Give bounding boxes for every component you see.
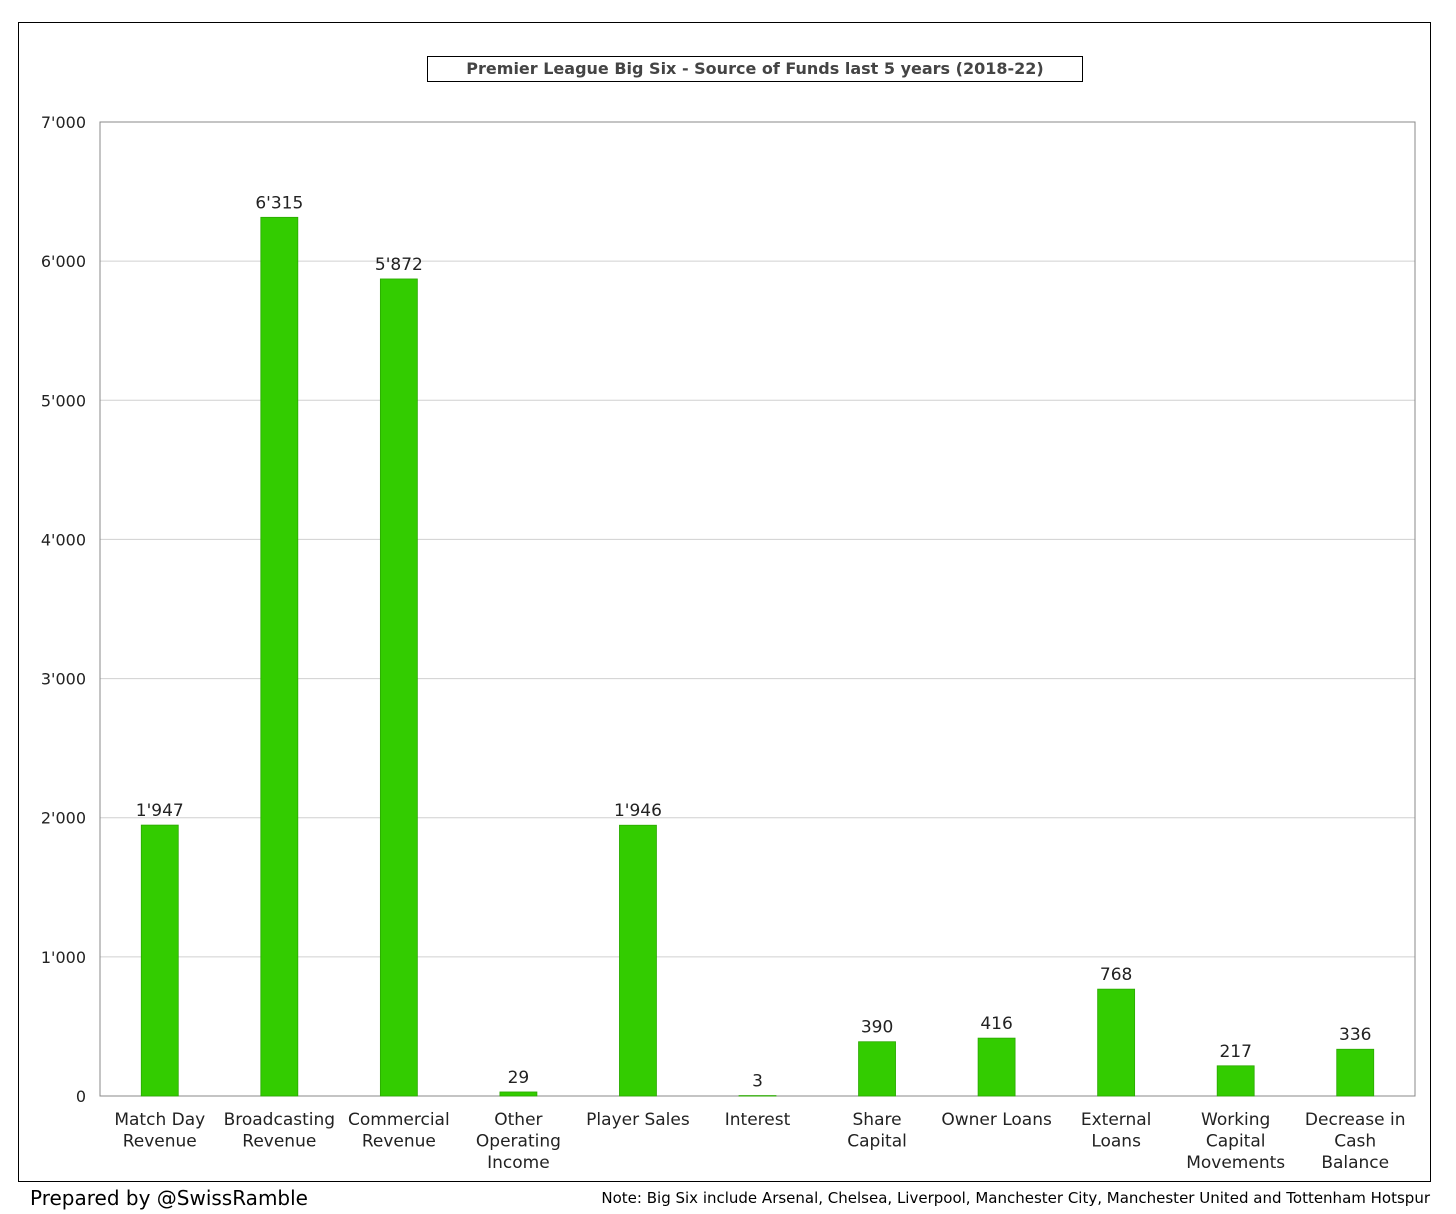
chart-title: Premier League Big Six - Source of Funds… bbox=[427, 56, 1083, 82]
bar bbox=[1216, 1065, 1255, 1097]
bars bbox=[140, 216, 1375, 1097]
data-label: 6'315 bbox=[255, 193, 303, 213]
y-axis: 0 1'000 2'000 3'000 4'000 5'000 6'000 7'000 bbox=[41, 113, 86, 1106]
data-label: 29 bbox=[508, 1068, 530, 1088]
data-label: 416 bbox=[980, 1014, 1012, 1034]
data-label: 390 bbox=[861, 1018, 893, 1038]
gridlines bbox=[100, 260, 1415, 958]
x-tick-label: Working Capital Movements bbox=[1186, 1110, 1285, 1173]
y-tick-label: 5'000 bbox=[41, 391, 86, 410]
data-label: 5'872 bbox=[375, 255, 423, 275]
bar bbox=[858, 1041, 896, 1097]
bar bbox=[1336, 1048, 1375, 1097]
y-tick-label: 0 bbox=[76, 1087, 86, 1106]
bar bbox=[977, 1037, 1016, 1097]
x-tick-label: Share Capital bbox=[847, 1110, 907, 1152]
x-tick-label: Broadcasting Revenue bbox=[224, 1110, 335, 1152]
data-label: 336 bbox=[1339, 1025, 1371, 1045]
data-label: 217 bbox=[1219, 1042, 1251, 1062]
y-tick-label: 7'000 bbox=[41, 113, 86, 132]
data-label: 1'947 bbox=[136, 801, 184, 821]
x-tick-label: Player Sales bbox=[586, 1110, 690, 1130]
x-tick-label: Owner Loans bbox=[941, 1110, 1052, 1130]
y-tick-label: 3'000 bbox=[41, 670, 86, 689]
x-axis: Match Day Revenue Broadcasting Revenue Comme… bbox=[114, 1110, 1405, 1173]
x-tick-label: Match Day Revenue bbox=[114, 1110, 205, 1152]
data-label: 1'946 bbox=[614, 801, 662, 821]
bar bbox=[260, 216, 299, 1097]
bar bbox=[140, 824, 179, 1097]
data-label: 3 bbox=[752, 1072, 763, 1092]
footer-note: Note: Big Six include Arsenal, Chelsea, … bbox=[601, 1189, 1430, 1207]
y-tick-label: 6'000 bbox=[41, 252, 86, 271]
x-tick-label: Commercial Revenue bbox=[348, 1110, 450, 1152]
bar bbox=[619, 824, 657, 1097]
x-tick-label: Other Operating Income bbox=[476, 1110, 561, 1173]
x-tick-label: Interest bbox=[725, 1110, 791, 1130]
y-tick-label: 4'000 bbox=[41, 530, 86, 549]
y-tick-label: 2'000 bbox=[41, 809, 86, 828]
data-label: 768 bbox=[1100, 965, 1132, 985]
bar bbox=[1097, 988, 1136, 1097]
footer-credit: Prepared by @SwissRamble bbox=[30, 1186, 308, 1210]
data-labels: 1'947 6'315 5'872 29 1'946 3 390 416 768 217 336 bbox=[136, 193, 1372, 1091]
chart-frame bbox=[18, 22, 1431, 1182]
x-tick-label: External Loans bbox=[1081, 1110, 1152, 1152]
y-tick-label: 1'000 bbox=[41, 948, 86, 967]
bar bbox=[379, 278, 418, 1097]
bar bbox=[499, 1091, 538, 1097]
x-tick-label: Decrease in Cash Balance bbox=[1305, 1110, 1406, 1173]
bar bbox=[738, 1095, 777, 1097]
